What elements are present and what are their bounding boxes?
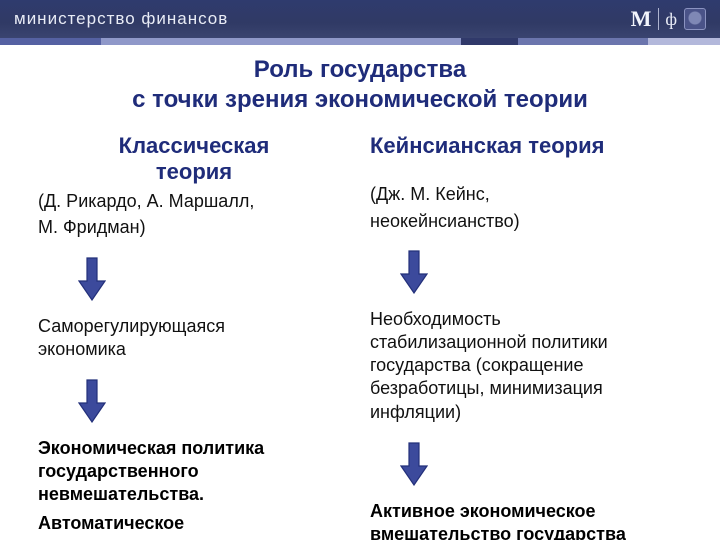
classical-out2-l1: Автоматическое bbox=[38, 512, 350, 535]
classical-heading-l2: теория bbox=[38, 159, 350, 185]
down-arrow-icon bbox=[400, 442, 428, 486]
logo-letter-m: М bbox=[631, 6, 653, 32]
classical-mid-l2: экономика bbox=[38, 338, 350, 361]
keynesian-out-l2: вмешательство государства bbox=[370, 523, 682, 540]
column-classical: Классическая теория (Д. Рикардо, А. Марш… bbox=[38, 133, 350, 540]
slide-title: Роль государства с точки зрения экономич… bbox=[30, 55, 690, 115]
logo-block: М ф bbox=[631, 6, 706, 32]
down-arrow-icon bbox=[78, 257, 106, 301]
keynesian-mid-l4: безработицы, минимизация bbox=[370, 377, 682, 400]
columns: Классическая теория (Д. Рикардо, А. Марш… bbox=[0, 133, 720, 540]
classical-heading-l1: Классическая bbox=[38, 133, 350, 159]
classical-mid-l1: Саморегулирующаяся bbox=[38, 315, 350, 338]
classical-authors-l2: М. Фридман) bbox=[38, 216, 350, 239]
keynesian-heading: Кейнсианская теория bbox=[370, 133, 682, 159]
decorative-stripe bbox=[0, 38, 720, 45]
classical-authors-l1: (Д. Рикардо, А. Маршалл, bbox=[38, 190, 350, 213]
arrow-classical-2 bbox=[38, 379, 350, 423]
title-line-1: Роль государства bbox=[30, 55, 690, 85]
classical-out1-l1: Экономическая политика bbox=[38, 437, 350, 460]
keynesian-mid-l5: инфляции) bbox=[370, 401, 682, 424]
keynesian-authors-l1: (Дж. М. Кейнс, bbox=[370, 183, 682, 206]
classical-out1-l2: государственного bbox=[38, 460, 350, 483]
keynesian-mid-l3: государства (сокращение bbox=[370, 354, 682, 377]
keynesian-mid-l2: стабилизационной политики bbox=[370, 331, 682, 354]
arrow-keynesian-1 bbox=[370, 250, 682, 294]
logo-letter-phi: ф bbox=[665, 9, 678, 30]
keynesian-mid-l1: Необходимость bbox=[370, 308, 682, 331]
logo-crest-icon bbox=[684, 8, 706, 30]
header-bar: министерство финансов М ф bbox=[0, 0, 720, 38]
arrow-keynesian-2 bbox=[370, 442, 682, 486]
down-arrow-icon bbox=[78, 379, 106, 423]
classical-out1-l3: невмешательства. bbox=[38, 483, 350, 506]
keynesian-authors-l2: неокейнсианство) bbox=[370, 210, 682, 233]
down-arrow-icon bbox=[400, 250, 428, 294]
title-line-2: с точки зрения экономической теории bbox=[30, 85, 690, 115]
ministry-title: министерство финансов bbox=[14, 9, 228, 29]
column-keynesian: Кейнсианская теория (Дж. М. Кейнс, неоке… bbox=[370, 133, 682, 540]
arrow-classical-1 bbox=[38, 257, 350, 301]
keynesian-out-l1: Активное экономическое bbox=[370, 500, 682, 523]
classical-out2-l2: саморегулирование рынка bbox=[38, 535, 350, 540]
logo-separator bbox=[658, 8, 659, 30]
